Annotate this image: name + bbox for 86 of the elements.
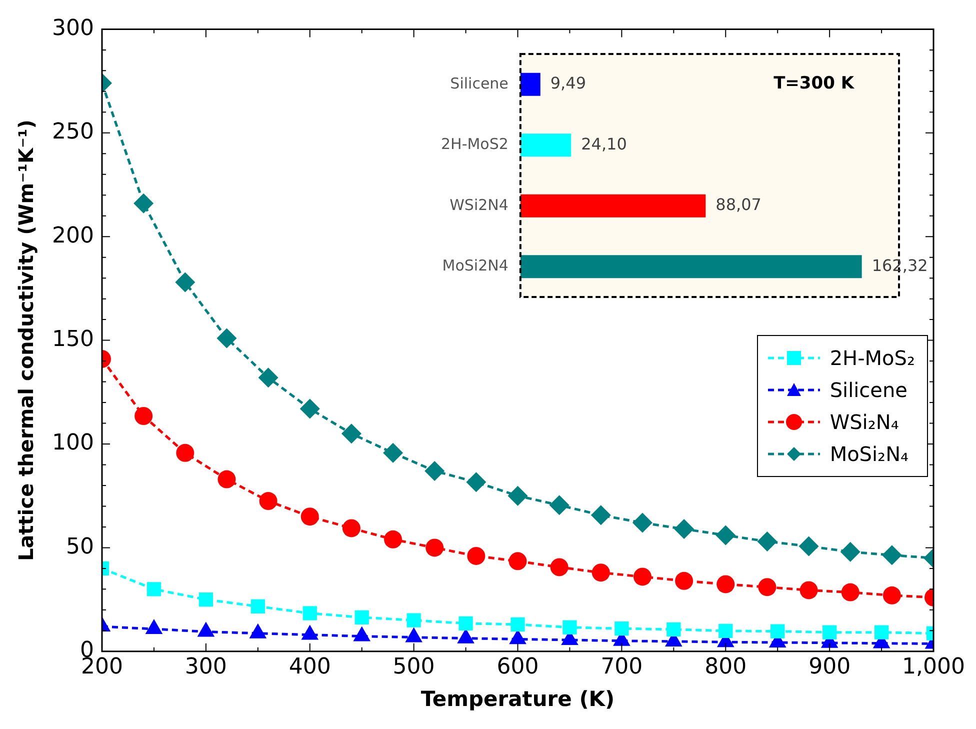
legend-label: WSi₂N₄: [830, 410, 899, 434]
point: [840, 542, 860, 562]
x-tick-label: 1,000: [902, 654, 965, 680]
point: [510, 617, 525, 632]
y-tick-label: 100: [52, 430, 94, 456]
point: [383, 442, 404, 463]
point: [822, 625, 837, 640]
point: [406, 613, 421, 628]
y-tick-label: 300: [52, 16, 94, 41]
x-tick-label: 300: [184, 654, 227, 680]
point: [175, 272, 196, 292]
point: [666, 622, 681, 636]
y-tick-label: MoSi2N4: [442, 256, 508, 275]
legend-label: Silicene: [830, 378, 908, 402]
point: [718, 624, 733, 638]
point: [758, 578, 776, 596]
point: [614, 622, 629, 636]
bar: [520, 134, 572, 157]
point: [300, 398, 320, 419]
x-tick-label: 700: [600, 654, 643, 680]
y-tick-label: 50: [66, 534, 94, 560]
point: [426, 538, 444, 557]
point: [841, 583, 860, 602]
point: [716, 525, 736, 546]
point: [384, 530, 402, 548]
point: [562, 620, 577, 634]
point: [550, 558, 568, 576]
bar: [520, 72, 540, 96]
annotation: T=300 K: [774, 73, 855, 94]
data-label: 9,49: [550, 74, 586, 93]
y-tick-label: 200: [52, 223, 94, 248]
x-tick-label: 500: [392, 654, 435, 680]
point: [216, 328, 237, 348]
point: [134, 193, 154, 214]
point: [342, 519, 360, 538]
point: [341, 424, 362, 444]
point: [632, 512, 652, 533]
point: [466, 472, 486, 492]
point: [424, 460, 445, 481]
y-tick-label: WSi2N4: [450, 196, 508, 214]
point: [800, 581, 818, 600]
legend-label: 2H-MoS₂: [830, 346, 915, 370]
point: [467, 546, 486, 565]
x-tick-label: 400: [288, 654, 331, 680]
x-tick-label: 800: [704, 654, 747, 680]
point: [757, 531, 778, 552]
y-tick-label: 2H-MoS2: [441, 135, 508, 154]
point: [176, 444, 194, 462]
point: [198, 592, 213, 607]
point: [508, 552, 527, 570]
point: [633, 568, 652, 586]
bar: [520, 255, 862, 278]
point: [716, 575, 735, 594]
point: [458, 616, 473, 630]
point: [259, 492, 278, 510]
point: [675, 572, 694, 590]
point: [674, 519, 694, 540]
data-label: 162,32: [872, 256, 928, 275]
point: [882, 586, 901, 604]
data-label: 24,10: [581, 134, 627, 154]
point: [300, 508, 319, 526]
point: [258, 368, 278, 388]
point: [798, 536, 819, 556]
point: [508, 486, 528, 506]
point: [134, 407, 153, 425]
point: [882, 545, 902, 566]
x-tick-label: 900: [808, 654, 851, 680]
point: [874, 625, 889, 640]
x-tick-label: 600: [496, 654, 539, 680]
point: [592, 564, 610, 582]
legend-label: MoSi₂N₄: [830, 442, 909, 466]
point: [302, 606, 317, 620]
point: [354, 610, 369, 624]
point: [770, 624, 785, 638]
point: [250, 599, 265, 614]
y-tick-label: Silicene: [450, 74, 508, 92]
y-tick-label: 250: [52, 120, 94, 145]
point: [218, 470, 236, 488]
x-axis-title: Temperature (K): [420, 686, 615, 711]
y-axis-title: Lattice thermal conductivity (Wm⁻¹K⁻¹): [14, 120, 38, 562]
bar: [520, 194, 706, 218]
point: [549, 495, 570, 516]
point: [146, 582, 162, 596]
y-tick-label: 150: [52, 327, 94, 352]
data-label: 88,07: [716, 195, 762, 214]
point: [590, 505, 611, 526]
